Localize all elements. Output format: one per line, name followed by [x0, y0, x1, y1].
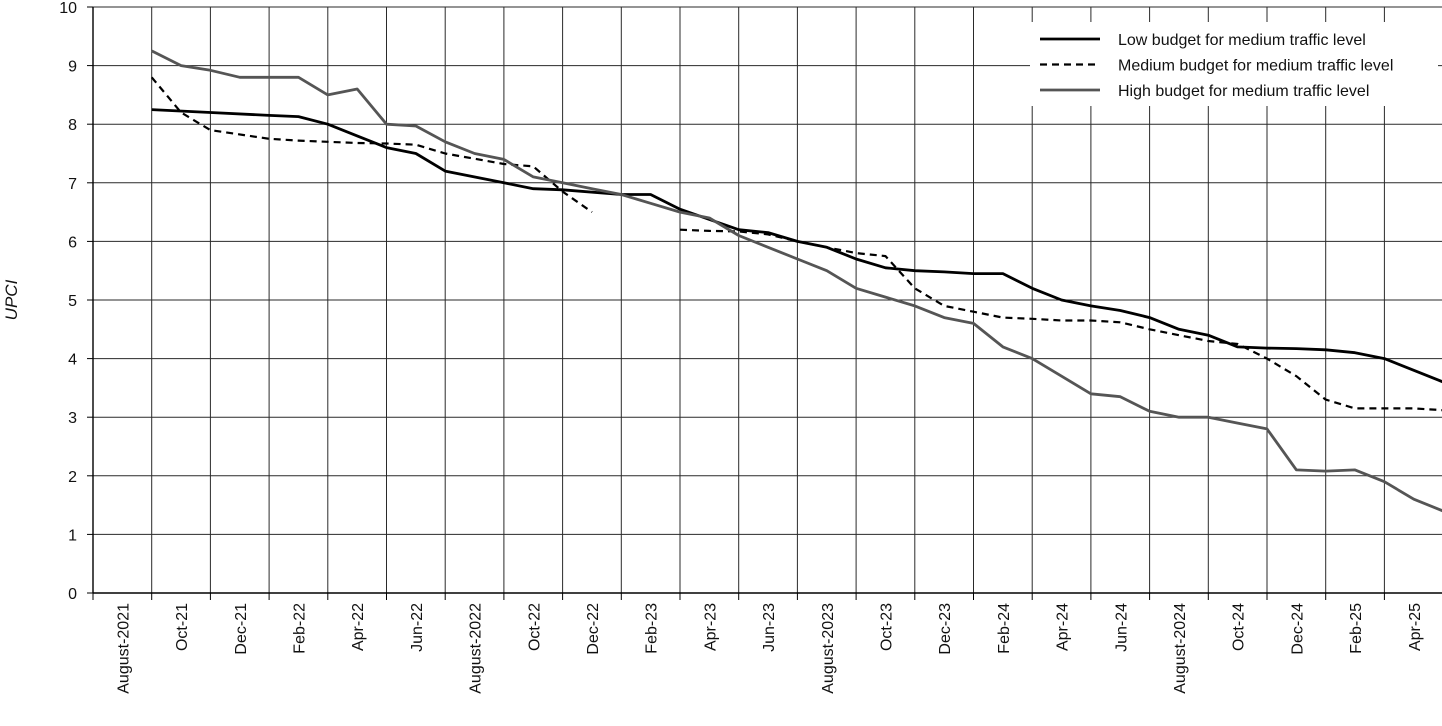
legend: Low budget for medium traffic level Mediu…: [1030, 22, 1438, 106]
x-tick-label: Oct-24: [1231, 603, 1248, 651]
x-tick-label: August-2022: [468, 603, 485, 694]
x-tick-label: Feb-23: [644, 603, 661, 654]
x-tick-label: Apr-22: [350, 603, 367, 651]
series-lines: [150, 49, 1442, 513]
y-tick-label: 6: [68, 234, 77, 251]
y-tick-label: 7: [68, 176, 77, 193]
x-tick-label: Feb-25: [1348, 603, 1365, 654]
series-1: [151, 108, 1442, 384]
x-tick-label: Feb-24: [996, 603, 1013, 654]
axes: [87, 6, 1442, 600]
x-tick-label: Apr-23: [702, 603, 719, 651]
series-line: [151, 108, 1442, 384]
y-tick-label: 2: [68, 469, 77, 486]
y-tick-labels: 0 1 2 3 4 5 6 7 8 9 10: [59, 0, 77, 603]
series-2: [150, 76, 1442, 412]
y-tick-label: 4: [68, 352, 77, 369]
y-tick-label: 5: [68, 293, 77, 310]
x-tick-label: Jun-23: [761, 603, 778, 652]
x-tick-label: Oct-23: [878, 603, 895, 651]
series-line: [150, 76, 593, 214]
y-tick-label: 1: [68, 527, 77, 544]
y-tick-label: 8: [68, 117, 77, 134]
x-tick-label: August-2024: [1172, 603, 1189, 694]
x-tick-label: Feb-22: [291, 603, 308, 654]
y-tick-label: 9: [68, 59, 77, 76]
x-tick-labels: August-2021 Oct-21 Dec-21 Feb-22 Apr-22 Jun-2…: [115, 603, 1423, 694]
legend-box: [1030, 22, 1438, 106]
x-tick-label: Apr-25: [1407, 603, 1424, 651]
x-tick-label: August-2021: [115, 603, 132, 694]
x-tick-label: Dec-21: [233, 603, 250, 655]
x-tick-label: August-2023: [820, 603, 837, 694]
x-tick-label: Oct-21: [174, 603, 191, 651]
legend-label: High budget for medium traffic level: [1118, 83, 1369, 100]
series-line: [679, 228, 1442, 412]
x-tick-label: Dec-22: [585, 603, 602, 655]
series-3: [151, 49, 1442, 513]
x-tick-label: Apr-24: [1055, 603, 1072, 651]
legend-label: Medium budget for medium traffic level: [1118, 58, 1393, 75]
x-tick-label: Oct-22: [526, 603, 543, 651]
series-line: [151, 49, 1442, 513]
y-axis-label: UPCI: [2, 279, 21, 320]
legend-label: Low budget for medium traffic level: [1118, 32, 1366, 49]
x-tick-label: Dec-23: [937, 603, 954, 655]
y-tick-label: 0: [68, 586, 77, 603]
y-tick-label: 10: [59, 0, 77, 17]
x-tick-label: Jun-24: [1113, 603, 1130, 652]
x-tick-label: Dec-24: [1289, 603, 1306, 655]
grid: [93, 6, 1442, 594]
x-tick-label: Jun-22: [409, 603, 426, 652]
y-tick-label: 3: [68, 410, 77, 427]
